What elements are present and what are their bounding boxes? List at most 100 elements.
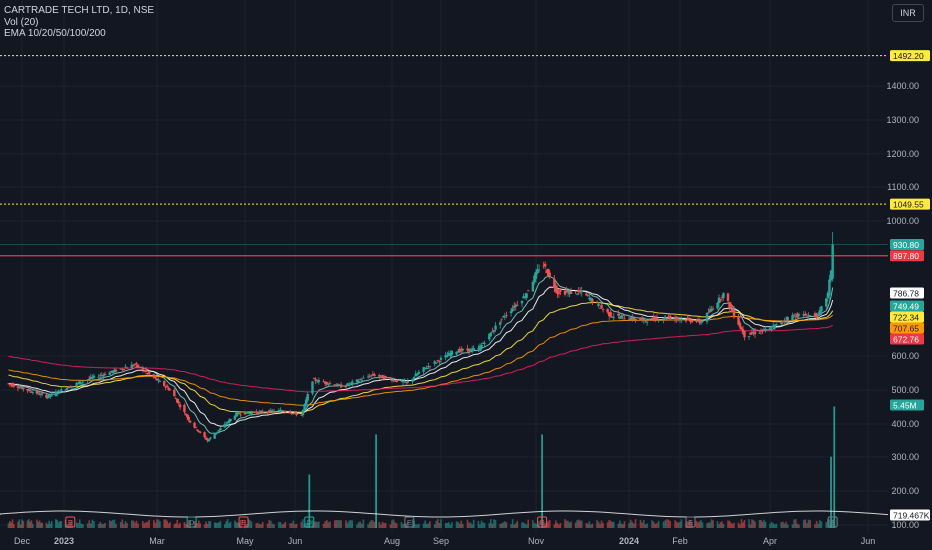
volume-bar <box>261 522 264 528</box>
candle-body <box>168 389 172 391</box>
volume-bar <box>633 523 635 528</box>
volume-bar <box>600 520 603 528</box>
volume-bar <box>126 523 128 528</box>
candle-body <box>449 353 452 357</box>
volume-bar <box>66 524 68 528</box>
candle-body <box>279 409 282 412</box>
candle-body <box>417 371 421 374</box>
price-axis-bg <box>888 0 932 550</box>
candle-body <box>481 343 485 345</box>
volume-bar <box>216 522 219 528</box>
symbol-title[interactable]: CARTRADE TECH LTD, 1D, NSE <box>4 5 155 16</box>
volume-bar <box>167 523 170 528</box>
volume-bar <box>558 524 560 528</box>
volume-bar <box>282 523 285 528</box>
candle-body <box>282 410 285 412</box>
candle-body <box>395 379 398 382</box>
volume-bar <box>130 520 133 528</box>
candle-body <box>461 349 465 351</box>
volume-bar <box>577 519 580 528</box>
volume-bar <box>547 520 549 528</box>
candle-body <box>178 404 182 408</box>
candle-body <box>729 304 733 309</box>
price-tick-label: 100.00 <box>891 520 919 530</box>
candle-body <box>111 370 115 373</box>
volume-bar <box>819 520 821 528</box>
volume-bar <box>338 520 341 528</box>
volume-bar <box>416 524 419 528</box>
volume-bar <box>585 523 588 528</box>
volume-bar <box>809 520 811 528</box>
candle-body <box>261 411 264 413</box>
candle-body <box>737 316 740 325</box>
volume-bar <box>183 521 186 528</box>
candle-body <box>174 398 177 400</box>
volume-bar <box>775 523 778 528</box>
volume-bar <box>435 520 438 528</box>
volume-bar <box>710 519 713 528</box>
candle-body <box>545 270 548 274</box>
volume-bar <box>40 522 42 528</box>
candle-body <box>531 281 535 292</box>
candle-body <box>187 416 190 421</box>
candle-body <box>312 378 316 380</box>
price-label-text: 719.467K <box>893 510 930 520</box>
volume-bar <box>491 523 494 528</box>
candle-body <box>277 410 281 411</box>
volume-bar <box>794 519 797 528</box>
volume-bar <box>502 522 505 528</box>
candle-body <box>370 375 373 377</box>
candle-body <box>435 362 438 364</box>
volume-bar <box>88 520 91 528</box>
volume-bar <box>189 520 191 528</box>
earnings-marker-label: E <box>68 520 73 527</box>
volume-bar <box>695 520 698 528</box>
volume-indicator-label[interactable]: Vol (20) <box>4 16 39 28</box>
candle-body <box>293 412 297 414</box>
volume-bar <box>405 523 408 528</box>
candle-body <box>238 413 241 415</box>
volume-bar <box>559 522 562 528</box>
volume-bar <box>533 522 536 528</box>
candle-body <box>557 292 561 295</box>
candle-body <box>358 379 362 380</box>
earnings-marker-label: E <box>241 520 246 527</box>
volume-bar <box>394 522 396 528</box>
candle-body <box>716 303 719 309</box>
volume-bar <box>679 521 681 528</box>
candle-body <box>379 375 383 377</box>
price-axis[interactable]: 100.00 200.00 300.00 400.00 500.00 600.00 1000… <box>886 0 932 550</box>
volume-bar <box>368 521 371 528</box>
volume-bar <box>472 519 475 528</box>
volume-bar <box>532 520 534 528</box>
volume-bar <box>677 522 680 528</box>
volume-bar <box>488 523 491 528</box>
candle-body <box>22 388 25 390</box>
volume-bar <box>289 523 291 528</box>
candle-body <box>818 310 822 314</box>
volume-bar <box>719 522 722 528</box>
candle-body <box>47 394 51 398</box>
candle-body <box>288 411 292 414</box>
candle-body <box>203 432 206 438</box>
candle-body <box>699 322 703 324</box>
candle-body <box>491 331 494 333</box>
volume-bar <box>91 519 94 528</box>
volume-bar <box>493 519 495 528</box>
volume-bar <box>273 524 275 528</box>
candle-body <box>113 369 116 373</box>
candle-body <box>7 383 10 385</box>
volume-bar <box>722 524 725 528</box>
volume-bar <box>763 519 765 528</box>
candle-body <box>478 346 482 351</box>
time-axis[interactable]: Dec 2023 Mar May Jun Aug Sep Nov 2024 Feb Apr Jun <box>0 533 932 550</box>
candle-body <box>792 314 796 316</box>
currency-button[interactable]: INR <box>892 4 924 22</box>
ema-line <box>8 302 834 413</box>
volume-bar <box>460 520 463 528</box>
volume-bar <box>727 520 729 528</box>
candle-body <box>322 381 325 383</box>
candle-body <box>152 374 156 378</box>
ema-indicator-label[interactable]: EMA 10/20/50/100/200 <box>4 28 106 39</box>
